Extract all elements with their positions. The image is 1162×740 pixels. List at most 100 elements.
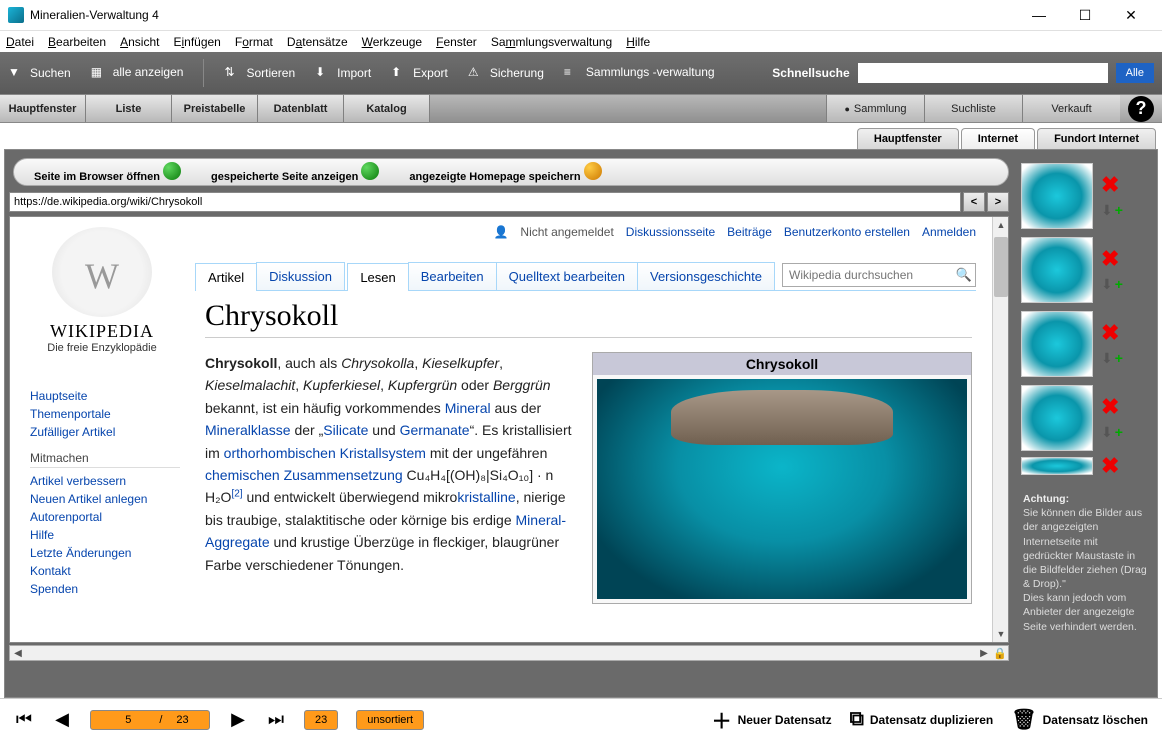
thumbnail-add-icon[interactable]: ⬇+ bbox=[1101, 202, 1123, 219]
tab-hauptfenster[interactable]: Hauptfenster bbox=[0, 95, 86, 122]
thumbnail-add-icon[interactable]: ⬇+ bbox=[1101, 276, 1123, 293]
wiki-link[interactable]: kristalline bbox=[457, 489, 515, 505]
scroll-down-icon[interactable]: ▼ bbox=[994, 626, 1008, 642]
wiki-side-zufaellig[interactable]: Zufälliger Artikel bbox=[30, 423, 180, 441]
menu-datei[interactable]: Datei bbox=[6, 35, 34, 49]
thumbnail-add-icon[interactable]: ⬇+ bbox=[1101, 424, 1123, 441]
wiki-ref[interactable]: [2] bbox=[231, 489, 242, 500]
tab-suchliste[interactable]: Suchliste bbox=[924, 95, 1022, 122]
menu-datensaetze[interactable]: Datensätze bbox=[287, 35, 348, 49]
show-saved-page[interactable]: gespeicherte Seite anzeigen bbox=[211, 162, 379, 183]
tab-liste[interactable]: Liste bbox=[86, 95, 172, 122]
record-current-input[interactable] bbox=[111, 714, 145, 726]
close-button[interactable]: ✕ bbox=[1108, 0, 1154, 30]
scroll-up-icon[interactable]: ▲ bbox=[994, 217, 1008, 233]
duplicate-record-button[interactable]: ⧉Datensatz duplizieren bbox=[850, 708, 994, 731]
toolbar-sammlungsverwaltung[interactable]: ≡Sammlungs -verwaltung bbox=[564, 65, 715, 81]
wiki-side-neuer-artikel[interactable]: Neuen Artikel anlegen bbox=[30, 490, 180, 508]
nav-last-icon[interactable]: ⏭ bbox=[266, 709, 286, 730]
wiki-search-input[interactable] bbox=[783, 266, 953, 284]
wiki-link[interactable]: chemischen Zusammensetzung bbox=[205, 467, 403, 483]
toolbar-sicherung[interactable]: ⚠Sicherung bbox=[468, 65, 544, 81]
thumbnail-delete-icon[interactable]: ✖ bbox=[1101, 396, 1123, 418]
wiki-link-beitraege[interactable]: Beiträge bbox=[727, 225, 772, 239]
nav-forward-button[interactable]: > bbox=[987, 192, 1009, 212]
minimize-button[interactable]: — bbox=[1016, 0, 1062, 30]
wiki-side-hilfe[interactable]: Hilfe bbox=[30, 526, 180, 544]
thumbnail-delete-icon[interactable]: ✖ bbox=[1101, 248, 1123, 270]
wiki-tab-diskussion[interactable]: Diskussion bbox=[256, 262, 345, 290]
menu-hilfe[interactable]: Hilfe bbox=[626, 35, 650, 49]
thumbnail-add-icon[interactable]: ⬇+ bbox=[1101, 350, 1123, 367]
thumbnail-image[interactable] bbox=[1021, 311, 1093, 377]
subtab-hauptfenster[interactable]: Hauptfenster bbox=[857, 128, 959, 149]
delete-record-button[interactable]: 🗑Datensatz löschen bbox=[1011, 707, 1148, 732]
wiki-link[interactable]: Silicate bbox=[323, 422, 368, 438]
vertical-scrollbar[interactable]: ▲ ▼ bbox=[992, 217, 1008, 642]
maximize-button[interactable]: ☐ bbox=[1062, 0, 1108, 30]
search-icon[interactable]: 🔍 bbox=[953, 267, 975, 283]
wiki-link[interactable]: Mineralklasse bbox=[205, 422, 291, 438]
wiki-link[interactable]: orthorhombischen Kristallsystem bbox=[224, 445, 426, 461]
menu-werkzeuge[interactable]: Werkzeuge bbox=[362, 35, 422, 49]
wiki-side-verbessern[interactable]: Artikel verbessern bbox=[30, 472, 180, 490]
tab-sammlung[interactable]: ●Sammlung bbox=[826, 95, 924, 122]
open-in-browser[interactable]: Seite im Browser öffnen bbox=[34, 162, 181, 183]
wiki-side-themenportale[interactable]: Themenportale bbox=[30, 405, 180, 423]
toolbar-import[interactable]: ⬇Import bbox=[315, 65, 371, 81]
tab-verkauft[interactable]: Verkauft bbox=[1022, 95, 1120, 122]
thumbnail-delete-icon[interactable]: ✖ bbox=[1101, 322, 1123, 344]
horizontal-scrollbar[interactable]: ◀ ▶ 🔒 bbox=[9, 645, 1009, 661]
new-record-button[interactable]: ＋Neuer Datensatz bbox=[712, 705, 832, 734]
tab-preistabelle[interactable]: Preistabelle bbox=[172, 95, 258, 122]
help-button[interactable]: ? bbox=[1128, 96, 1154, 122]
menu-sammlungsverwaltung[interactable]: Sammlungsverwaltung bbox=[491, 35, 612, 49]
scroll-left-icon[interactable]: ◀ bbox=[10, 648, 26, 659]
menu-bearbeiten[interactable]: Bearbeiten bbox=[48, 35, 106, 49]
url-input[interactable] bbox=[9, 192, 961, 212]
wiki-link[interactable]: Mineral bbox=[445, 400, 491, 416]
thumbnail-delete-icon[interactable]: ✖ bbox=[1101, 456, 1119, 476]
thumbnail-delete-icon[interactable]: ✖ bbox=[1101, 174, 1123, 196]
quick-search-input[interactable] bbox=[858, 63, 1108, 83]
wiki-side-kontakt[interactable]: Kontakt bbox=[30, 562, 180, 580]
toolbar-sortieren[interactable]: ⇅Sortieren bbox=[224, 65, 295, 81]
infobox-image[interactable] bbox=[597, 379, 967, 599]
menu-format[interactable]: Format bbox=[235, 35, 273, 49]
wiki-link-create-account[interactable]: Benutzerkonto erstellen bbox=[784, 225, 910, 239]
thumbnail-image[interactable] bbox=[1021, 385, 1093, 451]
wiki-side-spenden[interactable]: Spenden bbox=[30, 580, 180, 598]
menu-einfuegen[interactable]: Einfügen bbox=[173, 35, 220, 49]
nav-next-icon[interactable]: ▶ bbox=[228, 709, 248, 730]
subtab-internet[interactable]: Internet bbox=[961, 128, 1035, 149]
toolbar-export[interactable]: ⬆Export bbox=[391, 65, 448, 81]
wiki-link[interactable]: Germanate bbox=[400, 422, 470, 438]
tab-katalog[interactable]: Katalog bbox=[344, 95, 430, 122]
wiki-side-aenderungen[interactable]: Letzte Änderungen bbox=[30, 544, 180, 562]
thumbnail-image[interactable] bbox=[1021, 163, 1093, 229]
toolbar-alle-anzeigen[interactable]: ▦alle anzeigen bbox=[91, 65, 184, 81]
toolbar-suchen[interactable]: ▼Suchen bbox=[8, 65, 71, 81]
sort-status[interactable]: unsortiert bbox=[356, 710, 424, 730]
scroll-thumb[interactable] bbox=[994, 237, 1008, 297]
thumbnail-image[interactable] bbox=[1021, 237, 1093, 303]
wiki-link-diskussionsseite[interactable]: Diskussionsseite bbox=[626, 225, 715, 239]
wiki-tab-bearbeiten[interactable]: Bearbeiten bbox=[408, 262, 497, 290]
wiki-tab-versionsgeschichte[interactable]: Versionsgeschichte bbox=[637, 262, 775, 290]
nav-prev-icon[interactable]: ◀ bbox=[52, 709, 72, 730]
menu-fenster[interactable]: Fenster bbox=[436, 35, 477, 49]
quick-search-all-button[interactable]: Alle bbox=[1116, 63, 1154, 83]
wiki-side-hauptseite[interactable]: Hauptseite bbox=[30, 387, 180, 405]
save-current-page[interactable]: angezeigte Homepage speichern bbox=[409, 162, 601, 183]
thumbnail-image[interactable] bbox=[1021, 457, 1093, 475]
wiki-tab-lesen[interactable]: Lesen bbox=[347, 263, 408, 291]
subtab-fundort-internet[interactable]: Fundort Internet bbox=[1037, 128, 1156, 149]
menu-ansicht[interactable]: Ansicht bbox=[120, 35, 159, 49]
wiki-tab-quelltext[interactable]: Quelltext bearbeiten bbox=[496, 262, 638, 290]
wiki-link-anmelden[interactable]: Anmelden bbox=[922, 225, 976, 239]
wiki-side-autorenportal[interactable]: Autorenportal bbox=[30, 508, 180, 526]
wiki-logo[interactable]: WIKIPEDIA Die freie Enzyklopädie bbox=[32, 227, 172, 354]
scroll-right-icon[interactable]: ▶ bbox=[976, 648, 992, 659]
nav-back-button[interactable]: < bbox=[963, 192, 985, 212]
tab-datenblatt[interactable]: Datenblatt bbox=[258, 95, 344, 122]
